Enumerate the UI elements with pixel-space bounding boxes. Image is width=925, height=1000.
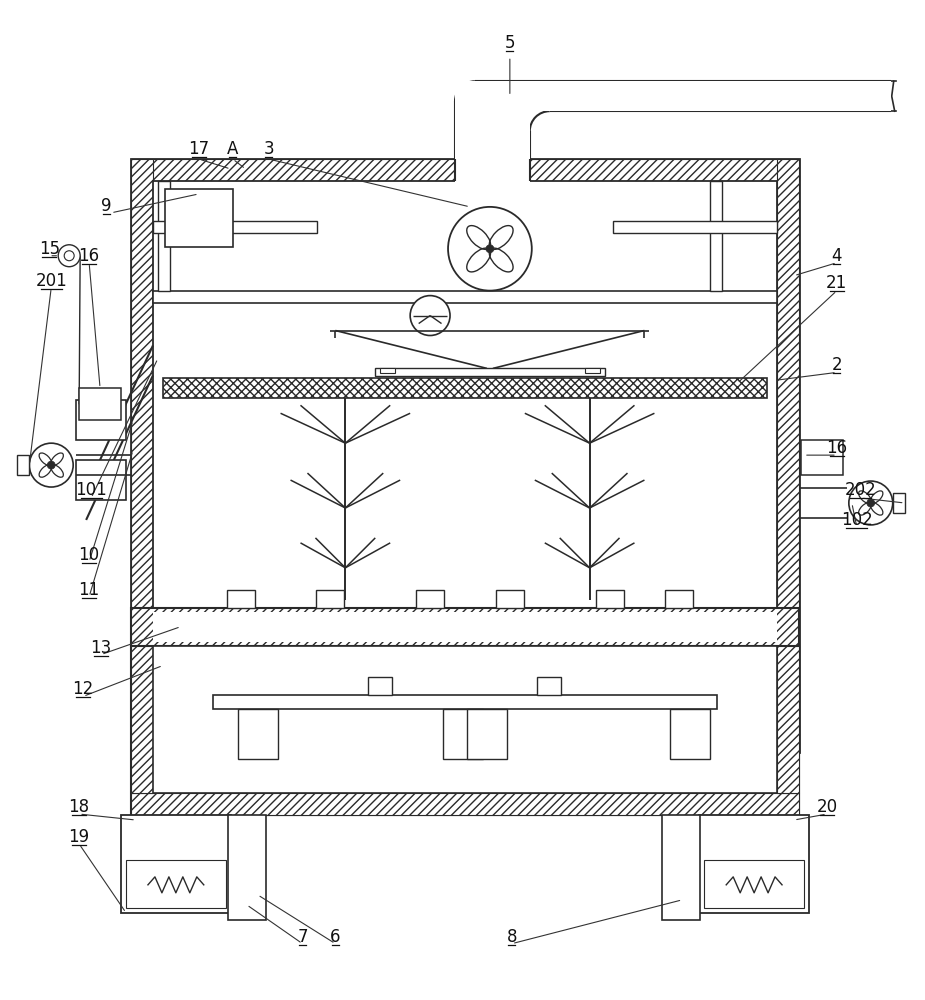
Text: A: A	[227, 140, 239, 158]
Text: 12: 12	[72, 680, 93, 698]
Circle shape	[849, 481, 893, 525]
Text: 101: 101	[75, 481, 107, 499]
Bar	[227, 590, 254, 608]
Circle shape	[64, 251, 74, 261]
Bar	[612, 221, 777, 233]
Text: 16: 16	[826, 439, 847, 457]
Bar	[368, 677, 392, 695]
Bar	[131, 793, 799, 815]
Circle shape	[47, 461, 56, 469]
Bar	[76, 460, 126, 500]
Text: 3: 3	[264, 140, 274, 158]
Bar	[80, 388, 121, 420]
Bar	[131, 159, 799, 752]
Bar	[585, 368, 599, 373]
Bar	[496, 590, 524, 608]
Circle shape	[58, 245, 80, 267]
Bar	[530, 81, 891, 111]
Bar	[153, 221, 317, 233]
Bar	[158, 181, 170, 291]
Bar	[455, 81, 530, 159]
Bar	[131, 159, 799, 181]
Bar	[710, 181, 722, 291]
Text: 13: 13	[91, 639, 112, 657]
Bar	[777, 646, 799, 793]
Bar	[704, 860, 804, 908]
Bar	[153, 291, 777, 303]
Text: 10: 10	[79, 546, 100, 564]
Bar	[126, 860, 226, 908]
Text: 8: 8	[507, 928, 517, 946]
Text: 17: 17	[188, 140, 209, 158]
Bar	[131, 646, 799, 815]
Text: 21: 21	[826, 274, 847, 292]
Bar	[443, 709, 483, 759]
Text: 20: 20	[817, 798, 837, 816]
Text: 5: 5	[505, 34, 515, 52]
Circle shape	[410, 296, 450, 335]
Bar	[596, 590, 623, 608]
Bar	[238, 709, 278, 759]
Text: 4: 4	[832, 247, 842, 265]
Bar	[416, 590, 444, 608]
Text: 9: 9	[101, 197, 111, 215]
Bar	[121, 815, 230, 913]
Bar	[76, 400, 126, 440]
Bar	[153, 181, 777, 730]
Bar	[777, 159, 799, 752]
Bar	[893, 493, 905, 513]
Bar	[376, 368, 605, 376]
Bar	[153, 181, 777, 730]
Circle shape	[448, 207, 532, 291]
Text: 201: 201	[35, 272, 68, 290]
Bar	[153, 646, 777, 793]
Bar	[671, 709, 710, 759]
Bar	[153, 646, 777, 793]
Bar	[163, 378, 767, 398]
Text: 2: 2	[832, 356, 842, 374]
Circle shape	[486, 245, 494, 253]
Text: 7: 7	[297, 928, 308, 946]
Text: 16: 16	[79, 247, 100, 265]
Bar	[131, 159, 153, 752]
Bar	[467, 709, 507, 759]
Bar	[18, 455, 30, 475]
Text: 11: 11	[79, 581, 100, 599]
Circle shape	[867, 499, 875, 507]
Bar	[665, 590, 694, 608]
Bar	[131, 646, 153, 793]
Bar	[536, 677, 561, 695]
Bar	[699, 815, 809, 913]
Bar	[801, 440, 843, 475]
Bar	[165, 189, 233, 247]
Circle shape	[30, 443, 73, 487]
Bar	[131, 730, 799, 752]
Bar	[316, 590, 344, 608]
Text: 102: 102	[841, 511, 872, 529]
Text: 15: 15	[39, 240, 60, 258]
Bar	[455, 159, 530, 183]
Text: 19: 19	[68, 828, 90, 846]
Bar	[153, 612, 777, 642]
Text: 18: 18	[68, 798, 90, 816]
Bar	[380, 368, 395, 373]
Text: 6: 6	[330, 928, 340, 946]
Text: 202: 202	[845, 481, 877, 499]
Bar	[228, 815, 265, 920]
Bar	[213, 695, 717, 709]
Bar	[131, 608, 799, 646]
Bar	[662, 815, 700, 920]
